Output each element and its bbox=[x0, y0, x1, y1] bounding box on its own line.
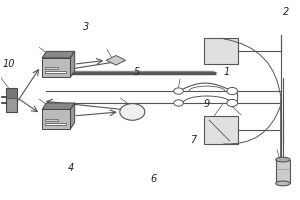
Bar bbox=[6, 88, 17, 98]
Text: 3: 3 bbox=[83, 22, 89, 32]
Ellipse shape bbox=[276, 157, 290, 162]
Polygon shape bbox=[70, 103, 75, 129]
Circle shape bbox=[227, 99, 238, 107]
Text: 4: 4 bbox=[68, 163, 74, 173]
Bar bbox=[204, 38, 238, 64]
Polygon shape bbox=[42, 51, 75, 58]
Circle shape bbox=[120, 104, 145, 120]
Circle shape bbox=[174, 88, 183, 94]
Bar bbox=[45, 71, 66, 73]
Polygon shape bbox=[70, 51, 75, 77]
Bar bbox=[276, 160, 290, 183]
Bar bbox=[42, 109, 70, 129]
Bar bbox=[42, 58, 70, 77]
Bar bbox=[6, 88, 17, 112]
Text: 5: 5 bbox=[134, 67, 140, 77]
Text: 7: 7 bbox=[190, 135, 196, 145]
Text: 6: 6 bbox=[150, 174, 156, 184]
Bar bbox=[45, 123, 66, 125]
Bar bbox=[45, 67, 58, 69]
Text: 9: 9 bbox=[204, 99, 210, 109]
Polygon shape bbox=[106, 56, 126, 65]
Circle shape bbox=[227, 87, 238, 95]
Text: 1: 1 bbox=[223, 67, 230, 77]
Polygon shape bbox=[42, 103, 75, 109]
Circle shape bbox=[174, 100, 183, 106]
Ellipse shape bbox=[276, 181, 290, 186]
Bar bbox=[204, 116, 238, 144]
Text: 2: 2 bbox=[283, 7, 289, 17]
Bar bbox=[45, 119, 58, 121]
Text: 10: 10 bbox=[2, 59, 15, 69]
